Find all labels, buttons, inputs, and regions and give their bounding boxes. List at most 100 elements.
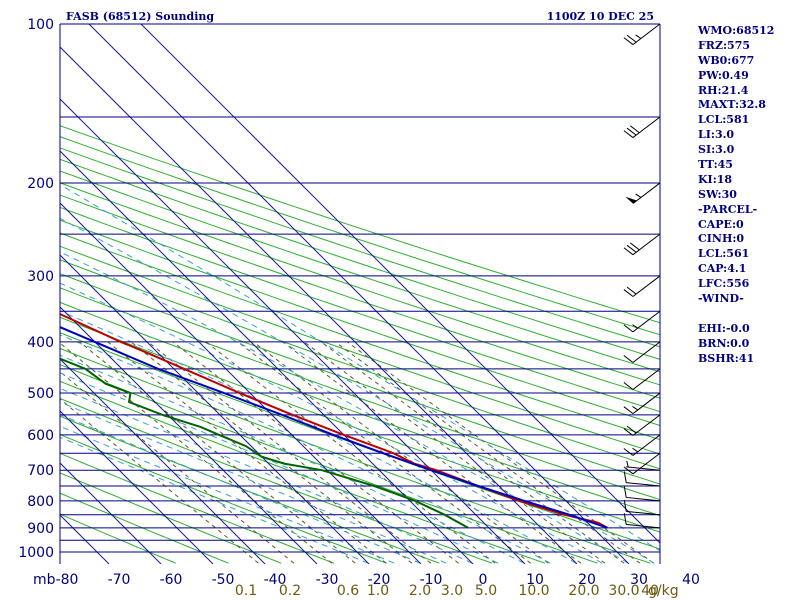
dry-adiabat-line [60, 332, 660, 550]
moist-adiabat-line [60, 217, 655, 564]
isotherm-line [60, 202, 422, 564]
pressure-tick-label: 400 [27, 335, 54, 351]
sounding-index-item: LCL:581 [698, 113, 750, 127]
moist-adiabat-line [60, 354, 525, 564]
temperature-tick-label: 30 [630, 572, 648, 588]
mixing-ratio-line [130, 341, 413, 564]
wind-barb [623, 341, 661, 363]
mixing-ratio-line [303, 341, 606, 564]
temperature-tick-label: -70 [108, 572, 131, 588]
sounding-index-item: CINH:0 [698, 232, 745, 246]
sounding-index-item: WMO:68512 [698, 24, 775, 37]
pressure-tick-label: 300 [27, 269, 54, 285]
pressure-tick-label: 900 [27, 521, 54, 537]
dry-adiabat-line [60, 301, 660, 517]
temperature-tick-label: 0 [479, 572, 488, 588]
temperature-tick-label: -50 [212, 572, 235, 588]
sounding-index-item: -WIND- [698, 292, 744, 306]
dry-adiabat-line [60, 287, 660, 501]
sounding-index-item: WB0:677 [698, 53, 755, 67]
mixing-ratio-line [237, 341, 531, 564]
sounding-index-item: TT:45 [698, 158, 733, 172]
sounding-index-item: EHI:-0.0 [698, 321, 750, 335]
wind-barb [623, 414, 661, 436]
sounding-index-item: PW:0.49 [698, 68, 749, 82]
mixing-ratio-line [253, 341, 549, 564]
moist-adiabat-line [60, 310, 577, 564]
mixing-ratio-line [282, 341, 582, 564]
dry-adiabat-line [60, 513, 176, 564]
mixing-ratio-line [346, 341, 654, 564]
sounding-index-item: BSHR:41 [698, 351, 755, 365]
sounding-index-item: BRN:0.0 [698, 336, 750, 350]
dry-adiabat-line [60, 452, 335, 564]
dry-adiabat-line [60, 273, 660, 485]
wind-barb [623, 500, 661, 516]
isotherm-line [60, 462, 162, 564]
mixing-ratio-line [320, 341, 625, 564]
pressure-tick-label: 100 [27, 17, 54, 33]
parcel-profile-line [60, 326, 608, 529]
sounding-index-item: SI:3.0 [698, 143, 735, 157]
mixing-ratio-tick-label: 0.2 [279, 583, 301, 599]
sounding-index-item: FRZ:575 [698, 38, 751, 52]
sounding-indices-panel: WMO:68512 FRZ:575 WB0:677 PW:0.49 RH:21.4 MAX… [698, 24, 774, 366]
sounding-index-item: -PARCEL- [698, 202, 758, 216]
dry-adiabat-line [60, 380, 546, 564]
dry-adiabat-line [60, 492, 229, 564]
pressure-tick-label: 600 [27, 428, 54, 444]
isotherm-line [60, 358, 266, 564]
dry-adiabat-line [60, 415, 440, 564]
pressure-tick-label: 800 [27, 494, 54, 510]
moist-adiabat-line [60, 436, 369, 564]
dewpoint-profile-line [60, 357, 469, 529]
mixing-ratio-tick-label: 2.0 [409, 583, 431, 599]
pressure-tick-label: 200 [27, 176, 54, 192]
wind-barb [623, 310, 661, 333]
mixing-ratio-tick-label: 3.0 [441, 583, 463, 599]
isotherm-line [60, 306, 318, 564]
isotherm-line [88, 24, 630, 564]
temperature-tick-label: 20 [578, 572, 596, 588]
wind-barb [623, 23, 661, 45]
pressure-unit-label: mb [33, 572, 56, 588]
moist-adiabat-line [60, 334, 551, 564]
mixing-ratio-unit-label: g/kg [648, 583, 679, 599]
sounding-index-item: RH:21.4 [698, 83, 749, 97]
dry-adiabat-line [60, 433, 387, 564]
pressure-tick-label: 700 [27, 463, 54, 479]
mixing-ratio-tick-label: 0.6 [337, 583, 359, 599]
mixing-ratio-line [79, 341, 356, 564]
wind-barb [623, 513, 661, 529]
temperature-tick-label: -10 [420, 572, 443, 588]
moist-adiabat-line [60, 414, 421, 564]
mixing-ratio-tick-label: 0.1 [235, 583, 257, 599]
mixing-ratio-tick-label: 20.0 [568, 583, 599, 599]
sounding-index-item: LI:3.0 [698, 128, 735, 142]
wind-barb [623, 471, 661, 487]
mixing-ratio-line [60, 342, 333, 564]
mixing-ratio-tick-label: 40 [641, 583, 659, 599]
temperature-tick-label: -30 [316, 572, 339, 588]
temperature-tick-label: -20 [368, 572, 391, 588]
sounding-index-item: LFC:556 [698, 277, 750, 291]
wind-barb [626, 460, 661, 471]
isotherm-line [60, 98, 526, 564]
dry-adiabat-line [60, 245, 660, 455]
mixing-ratio-tick-label: 10.0 [518, 583, 549, 599]
mixing-ratio-line [205, 341, 496, 564]
sounding-index-item: MAXT:32.8 [698, 98, 766, 112]
pressure-tick-label: 1000 [18, 545, 54, 561]
sounding-index-item: SW:30 [698, 187, 737, 201]
dry-adiabat-line [60, 472, 282, 564]
moist-adiabat-line [60, 372, 499, 564]
chart-title: FASB (68512) Sounding [66, 10, 214, 23]
temperature-tick-label: -80 [56, 572, 79, 588]
mixing-ratio-tick-label: 30.0 [608, 583, 639, 599]
temperature-tick-label: 10 [526, 572, 544, 588]
wind-barb [623, 368, 661, 390]
mixing-ratio-tick-label: 5.0 [475, 583, 497, 599]
wind-barb [623, 116, 661, 138]
plot-background [60, 24, 660, 564]
